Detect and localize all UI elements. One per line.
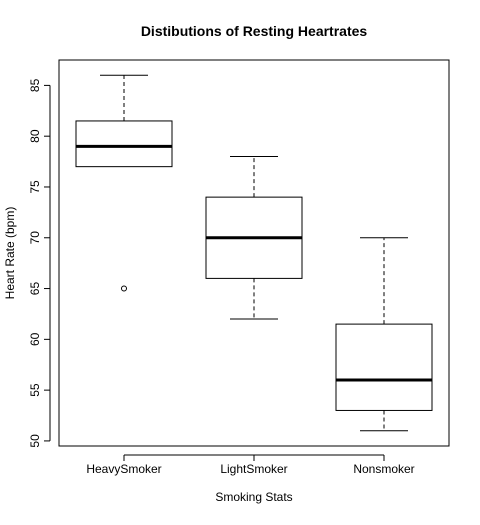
y-tick-label: 70 xyxy=(28,231,42,245)
box-nonsmoker xyxy=(335,237,433,432)
outlier-point xyxy=(121,285,127,292)
plot-frame xyxy=(58,59,450,447)
y-axis: 50 55 60 65 70 75 80 85 xyxy=(28,78,51,448)
box-series xyxy=(75,74,433,432)
y-tick-label: 60 xyxy=(28,332,42,346)
chart-title: Distibutions of Resting Heartrates xyxy=(141,23,368,39)
y-tick-label: 75 xyxy=(28,180,42,194)
y-axis-label: Heart Rate (bpm) xyxy=(3,207,17,300)
y-tick-label: 85 xyxy=(28,78,42,92)
x-axis-label: Smoking Stats xyxy=(215,490,292,504)
box-heavysmoker xyxy=(75,74,173,292)
y-tick-label: 65 xyxy=(28,282,42,296)
y-tick-label: 50 xyxy=(28,434,42,448)
x-tick-label: HeavySmoker xyxy=(86,462,161,476)
x-tick-label: Nonsmoker xyxy=(353,462,414,476)
y-tick-label: 55 xyxy=(28,383,42,397)
box-iqr xyxy=(75,120,173,168)
y-tick-label: 80 xyxy=(28,129,42,143)
x-tick-label: LightSmoker xyxy=(220,462,287,476)
box-iqr xyxy=(335,323,433,411)
x-axis: HeavySmoker LightSmoker Nonsmoker xyxy=(86,454,415,476)
box-lightsmoker xyxy=(205,156,303,320)
